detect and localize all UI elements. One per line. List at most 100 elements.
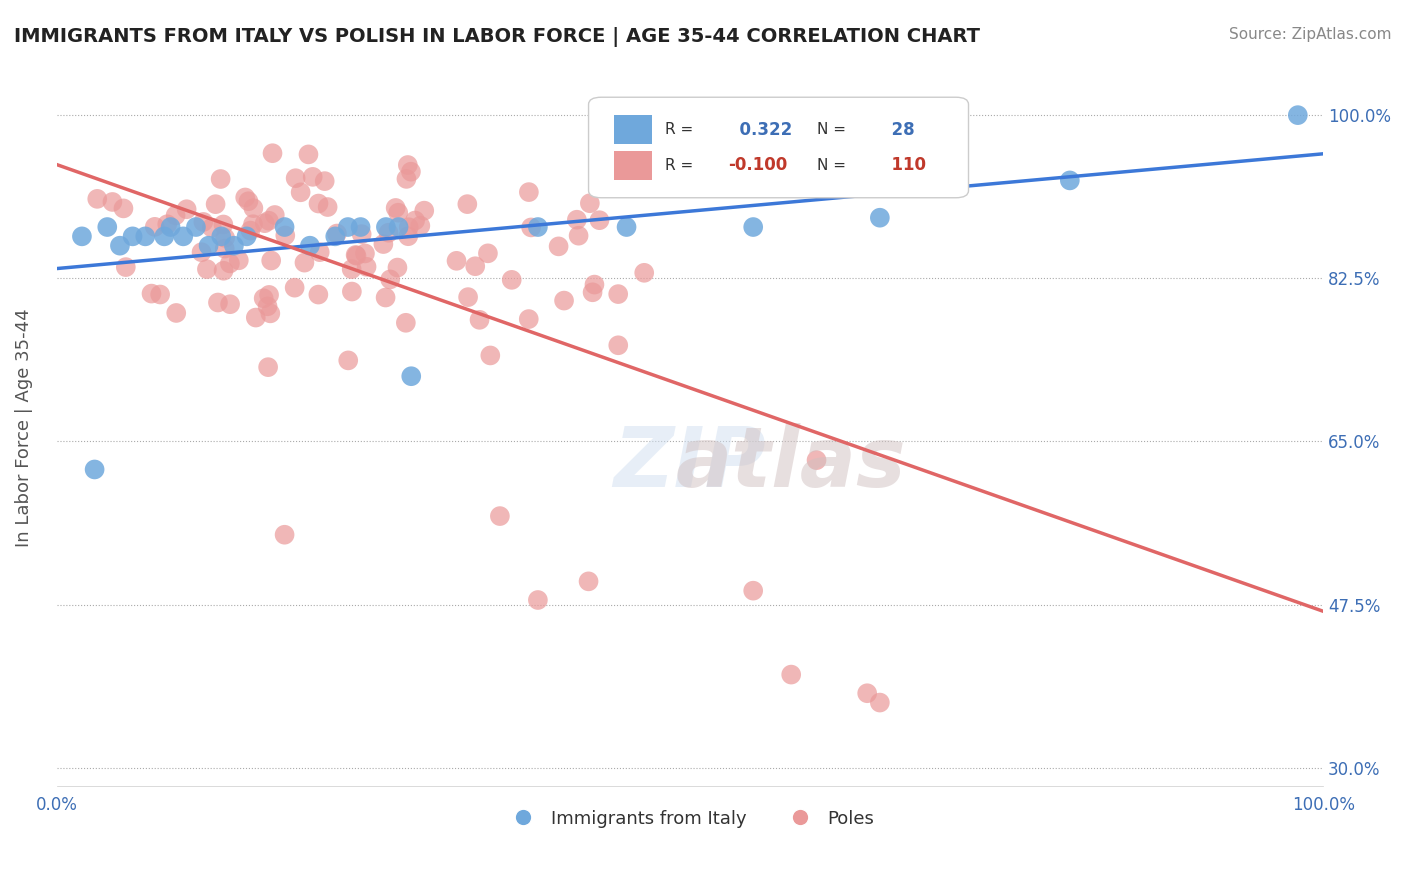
Point [527,220,550,235]
Point [273,527,295,541]
Point [578,574,600,589]
Point [83,462,105,476]
Point [260,253,283,268]
Point [193,215,215,229]
Point [581,285,603,300]
Point [156,217,179,231]
Bar [614,151,652,180]
Point [274,228,297,243]
Point [257,288,280,302]
Point [344,248,367,262]
Point [165,208,187,222]
Point [108,238,131,252]
Point [263,208,285,222]
Point [245,310,267,325]
Point [284,281,307,295]
Point [238,194,260,209]
Point [153,229,176,244]
Point [212,218,235,232]
Point [121,229,143,244]
Point [404,213,426,227]
Point [112,202,135,216]
Point [468,313,491,327]
Point [314,174,336,188]
Point [340,262,363,277]
Bar [614,115,652,144]
Point [209,172,232,186]
Point [222,238,245,252]
Legend: Immigrants from Italy, Poles: Immigrants from Italy, Poles [498,803,882,835]
Point [399,164,422,178]
Point [219,256,242,270]
Point [399,369,422,384]
Point [96,220,118,235]
Point [565,212,588,227]
Point [184,220,207,235]
Point [477,246,499,260]
Point [307,287,329,301]
Point [387,260,409,275]
Point [527,593,550,607]
Point [607,287,630,301]
Point [273,220,295,235]
Point [616,220,638,235]
Text: R =: R = [665,158,693,173]
Text: IMMIGRANTS FROM ITALY VS POLISH IN LABOR FORCE | AGE 35-44 CORRELATION CHART: IMMIGRANTS FROM ITALY VS POLISH IN LABOR… [14,27,980,46]
Point [201,220,224,235]
Point [337,353,360,368]
Point [377,226,399,240]
Point [346,249,368,263]
Point [214,242,236,256]
Point [1059,173,1081,187]
Point [149,287,172,301]
Point [336,220,359,235]
Text: Source: ZipAtlas.com: Source: ZipAtlas.com [1229,27,1392,42]
Point [553,293,575,308]
Point [256,299,278,313]
Point [340,285,363,299]
Point [568,228,591,243]
Text: atlas: atlas [676,423,907,504]
Point [520,220,543,235]
Point [395,316,418,330]
Point [284,171,307,186]
Point [114,260,136,274]
Point [228,253,250,268]
Point [547,239,569,253]
Point [464,259,486,273]
Point [633,266,655,280]
Point [262,146,284,161]
Point [204,197,226,211]
Text: R =: R = [665,122,693,137]
Point [235,229,257,244]
Point [354,246,377,260]
Point [242,201,264,215]
Point [259,306,281,320]
Point [742,583,765,598]
Point [298,238,321,252]
Point [86,192,108,206]
Point [742,220,765,235]
Point [456,197,478,211]
Point [409,219,432,233]
Point [869,696,891,710]
Point [780,667,803,681]
Point [583,277,606,292]
Point [176,202,198,217]
Point [165,306,187,320]
Point [457,290,479,304]
Point [239,223,262,237]
Point [308,245,330,260]
Point [323,229,346,244]
Point [356,260,378,274]
Point [373,237,395,252]
Point [349,220,371,235]
Point [101,194,124,209]
Point [806,453,828,467]
Point [242,217,264,231]
Point [257,360,280,375]
Point [350,227,373,242]
Point [257,213,280,227]
Point [209,229,232,244]
Point [856,686,879,700]
